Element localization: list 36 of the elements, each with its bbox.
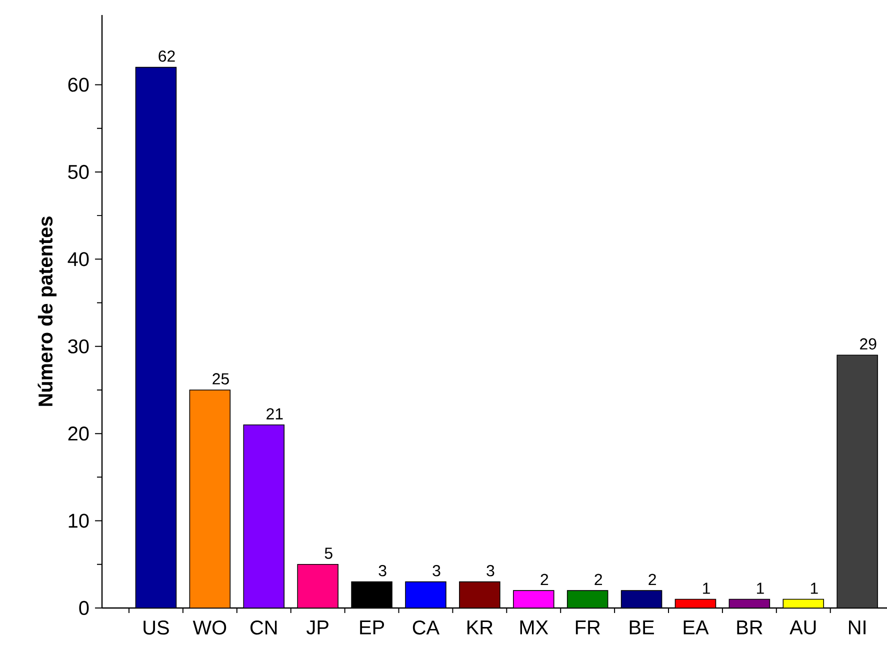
- y-tick-label: 0: [79, 600, 89, 616]
- data-label: 3: [378, 565, 386, 576]
- data-label: 2: [540, 574, 548, 586]
- data-label: 25: [212, 373, 229, 384]
- data-label: 21: [266, 408, 283, 420]
- data-label: 1: [703, 582, 710, 594]
- y-tick-label: 20: [68, 426, 89, 441]
- x-tick-label: BE: [630, 620, 654, 634]
- data-label: 29: [860, 338, 876, 350]
- data-label: 2: [594, 574, 602, 586]
- data-label: 3: [432, 565, 440, 576]
- data-label: 3: [486, 565, 494, 576]
- x-tick-label: US: [144, 620, 169, 635]
- x-tick-label: EA: [684, 620, 709, 634]
- data-label: 1: [810, 582, 818, 594]
- y-tick-label: 50: [68, 164, 89, 180]
- y-axis-title: Número de patentes: [38, 216, 57, 406]
- y-tick-label: 40: [68, 252, 89, 266]
- x-tick-label: MX: [520, 620, 548, 634]
- x-tick-label: NI: [849, 620, 866, 634]
- x-tick-label: FR: [576, 620, 600, 634]
- data-label: 2: [648, 574, 656, 586]
- data-label: 5: [324, 548, 332, 559]
- x-tick-label: CA: [412, 620, 440, 635]
- y-tick-label: 30: [68, 339, 89, 354]
- x-tick-label: JP: [306, 620, 328, 634]
- x-tick-label: EP: [360, 620, 384, 634]
- x-tick-label: AU: [790, 620, 816, 634]
- data-label: 62: [158, 50, 175, 62]
- x-tick-label: BR: [737, 620, 762, 634]
- y-tick-label: 10: [68, 514, 89, 528]
- y-tick-label: 60: [68, 78, 89, 92]
- x-tick-label: KR: [467, 620, 493, 634]
- x-tick-label: CN: [250, 620, 277, 635]
- data-label: 1: [757, 582, 764, 594]
- x-tick-label: WO: [192, 620, 226, 635]
